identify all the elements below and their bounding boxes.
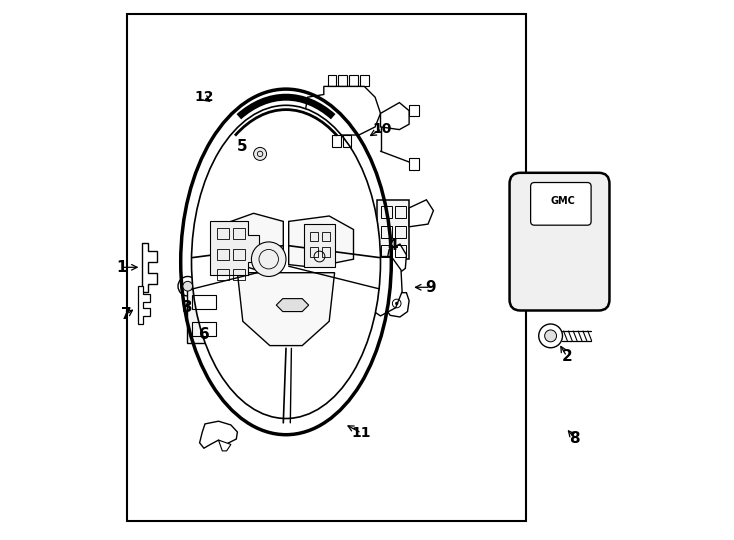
Bar — [217, 228, 229, 239]
Polygon shape — [388, 244, 407, 274]
Polygon shape — [244, 142, 276, 166]
Polygon shape — [380, 103, 409, 130]
Polygon shape — [288, 107, 305, 122]
Bar — [360, 75, 368, 86]
Bar — [321, 232, 330, 241]
Polygon shape — [362, 256, 402, 316]
Polygon shape — [219, 440, 231, 451]
Bar — [332, 135, 341, 147]
Polygon shape — [276, 299, 309, 312]
Bar — [381, 206, 392, 218]
Polygon shape — [333, 265, 346, 332]
Bar — [192, 295, 216, 309]
FancyBboxPatch shape — [509, 173, 609, 310]
Text: 7: 7 — [121, 307, 132, 322]
Ellipse shape — [192, 105, 380, 419]
Text: 6: 6 — [198, 327, 209, 342]
Bar — [395, 226, 406, 238]
Bar — [338, 75, 347, 86]
Polygon shape — [409, 200, 433, 227]
Circle shape — [254, 147, 266, 160]
Circle shape — [545, 330, 556, 342]
Circle shape — [395, 302, 399, 305]
Bar — [409, 105, 419, 116]
Text: 10: 10 — [372, 122, 392, 136]
Text: 8: 8 — [570, 431, 580, 446]
Bar — [217, 269, 229, 280]
Bar — [395, 206, 406, 218]
Text: 2: 2 — [562, 349, 573, 364]
Circle shape — [178, 276, 197, 296]
Bar — [310, 247, 319, 256]
Polygon shape — [142, 243, 157, 292]
Text: 12: 12 — [195, 90, 214, 104]
Text: 11: 11 — [352, 426, 371, 440]
Polygon shape — [200, 421, 237, 448]
Bar — [381, 226, 392, 238]
Bar — [127, 14, 526, 521]
Text: 3: 3 — [183, 300, 193, 315]
Bar — [321, 247, 330, 256]
Circle shape — [252, 242, 286, 276]
Bar — [233, 269, 245, 280]
Polygon shape — [384, 293, 409, 317]
Text: GMC: GMC — [550, 196, 575, 206]
Text: 4: 4 — [388, 238, 399, 253]
Polygon shape — [305, 86, 380, 135]
FancyBboxPatch shape — [531, 183, 591, 225]
Bar — [192, 322, 216, 336]
Text: 5: 5 — [236, 139, 247, 154]
Polygon shape — [138, 286, 150, 324]
Text: 9: 9 — [426, 280, 436, 295]
Circle shape — [183, 281, 192, 291]
Polygon shape — [186, 289, 221, 343]
Bar — [343, 135, 352, 147]
Bar — [310, 232, 319, 241]
Bar — [349, 75, 357, 86]
Bar — [409, 158, 419, 170]
Bar — [327, 75, 336, 86]
Polygon shape — [211, 221, 259, 275]
Bar — [381, 245, 392, 257]
Bar — [233, 249, 245, 260]
Bar — [395, 245, 406, 257]
Polygon shape — [305, 224, 335, 267]
Circle shape — [539, 324, 562, 348]
Polygon shape — [237, 273, 335, 346]
Bar — [233, 228, 245, 239]
Polygon shape — [377, 200, 409, 259]
Polygon shape — [288, 216, 354, 267]
Text: 1: 1 — [116, 260, 126, 275]
Polygon shape — [216, 213, 283, 270]
Bar — [217, 249, 229, 260]
